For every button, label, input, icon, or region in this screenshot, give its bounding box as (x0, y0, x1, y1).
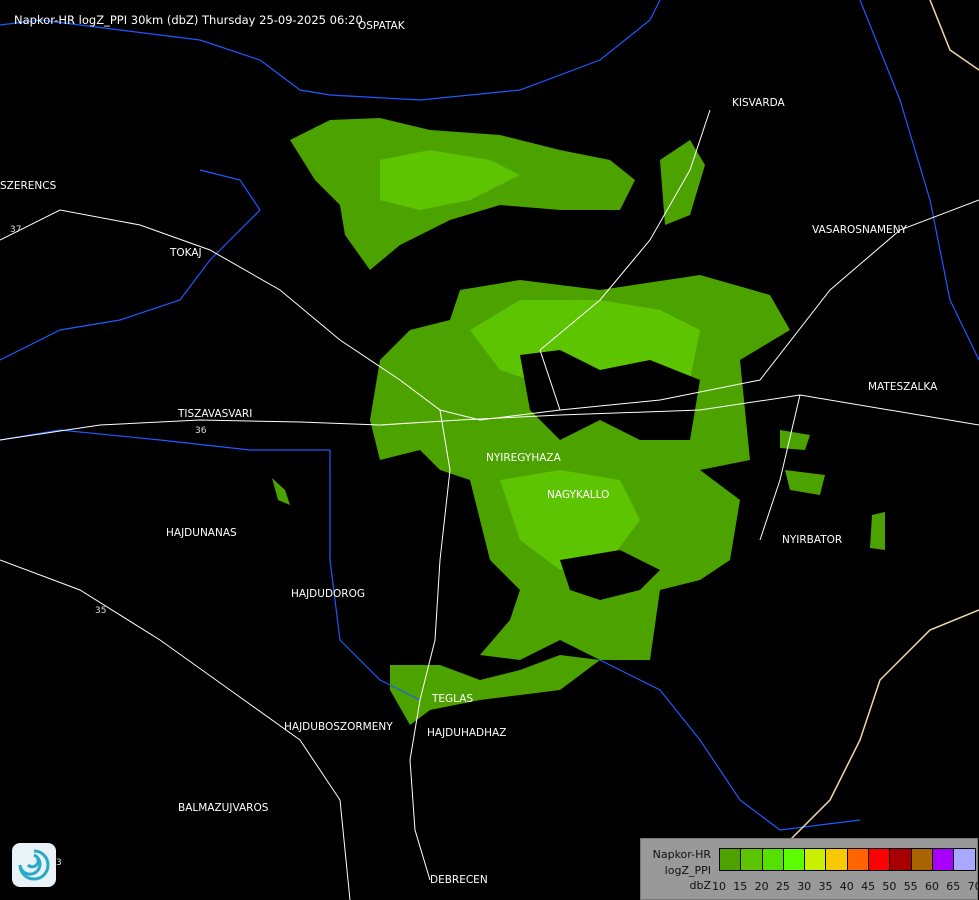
town-label: NAGYKALLO (547, 489, 610, 501)
road-number: 35 (95, 606, 107, 616)
legend-swatch (847, 849, 870, 870)
road-number: 37 (10, 225, 22, 235)
legend-label: dbZ (689, 879, 711, 892)
legend-swatch (805, 849, 827, 870)
legend-swatch (954, 849, 975, 870)
legend-swatch (890, 849, 912, 870)
dbz-legend: Napkor-HR logZ_PPI dbZ 10 15 20 25 30 35 40 45 5… (640, 838, 979, 900)
town-label: DEBRECEN (430, 874, 488, 886)
legend-label: logZ_PPI (664, 863, 711, 877)
country-border (789, 0, 979, 841)
legend-tick: 10 (712, 880, 726, 893)
legend-color-bar (719, 848, 976, 871)
town-label: TOKAJ (170, 247, 202, 259)
legend-swatch (826, 849, 848, 870)
legend-swatch (932, 849, 955, 870)
legend-swatch (741, 849, 763, 870)
town-label: NYIREGYHAZA (486, 452, 561, 464)
legend-ticks: 10 15 20 25 30 35 40 45 50 55 60 65 70 (710, 880, 979, 894)
legend-tick: 15 (733, 880, 748, 893)
legend-tick: 25 (775, 880, 790, 893)
town-label: OSPATAK (358, 20, 405, 32)
legend-tick: 55 (903, 880, 918, 893)
rivers (0, 0, 979, 831)
legend-swatch (783, 849, 806, 870)
town-label: KISVARDA (732, 97, 785, 109)
legend-swatch (762, 849, 784, 870)
legend-tick: 40 (839, 880, 854, 893)
town-label: TISZAVASVARI (178, 408, 253, 420)
legend-tick: 35 (818, 880, 833, 893)
town-label: MATESZALKA (868, 381, 938, 393)
town-label: TEGLAS (432, 693, 474, 705)
road-number: 3 (56, 858, 62, 868)
town-label: SZERENCS (0, 180, 57, 192)
legend-tick: 70 (967, 880, 979, 893)
road-number: 36 (195, 426, 207, 436)
legend-tick: 65 (946, 880, 961, 893)
town-label: HAJDUNANAS (166, 527, 237, 539)
swirl-logo-icon (12, 843, 56, 887)
radar-holes (520, 350, 700, 600)
legend-swatch (869, 849, 891, 870)
legend-tick: 50 (882, 880, 897, 893)
legend-label: Napkor-HR (652, 848, 711, 861)
map-title: Napkor-HR logZ_PPI 30km (dbZ) Thursday 2… (14, 13, 363, 27)
legend-swatch (911, 849, 933, 870)
legend-tick: 60 (925, 880, 939, 893)
town-label: HAJDUHADHAZ (427, 727, 507, 739)
legend-swatch (720, 849, 742, 870)
legend-tick: 30 (797, 880, 812, 893)
town-label: HAJDUDOROG (291, 588, 365, 600)
roads (0, 109, 979, 900)
legend-tick: 20 (754, 880, 769, 893)
legend-tick: 45 (861, 880, 876, 893)
town-label: VASAROSNAMENY (812, 224, 907, 236)
town-label: NYIRBATOR (782, 534, 843, 546)
town-label: HAJDUBOSZORMENY (284, 721, 393, 733)
town-label: BALMAZUJVAROS (178, 802, 269, 814)
